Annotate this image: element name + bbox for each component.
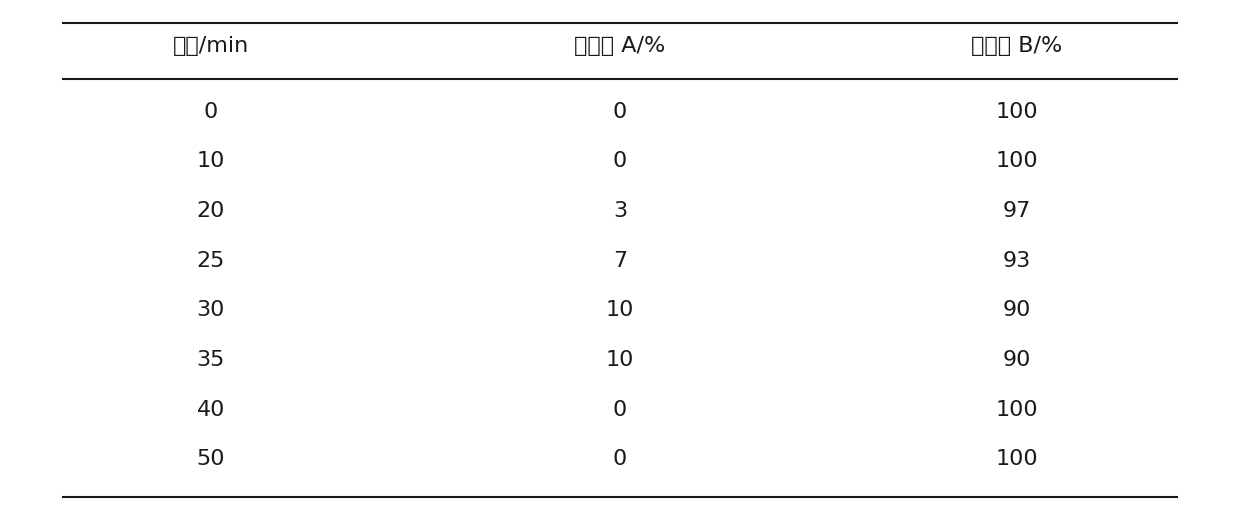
Text: 10: 10 [606, 350, 634, 370]
Text: 20: 20 [197, 201, 224, 221]
Text: 时间/min: 时间/min [172, 35, 249, 56]
Text: 25: 25 [197, 250, 224, 271]
Text: 0: 0 [613, 101, 627, 122]
Text: 100: 100 [996, 101, 1038, 122]
Text: 100: 100 [996, 400, 1038, 420]
Text: 90: 90 [1003, 350, 1030, 370]
Text: 10: 10 [197, 151, 224, 171]
Text: 40: 40 [197, 400, 224, 420]
Text: 90: 90 [1003, 300, 1030, 320]
Text: 0: 0 [613, 449, 627, 469]
Text: 50: 50 [197, 449, 224, 469]
Text: 35: 35 [197, 350, 224, 370]
Text: 100: 100 [996, 151, 1038, 171]
Text: 7: 7 [613, 250, 627, 271]
Text: 10: 10 [606, 300, 634, 320]
Text: 0: 0 [613, 400, 627, 420]
Text: 0: 0 [613, 151, 627, 171]
Text: 30: 30 [197, 300, 224, 320]
Text: 100: 100 [996, 449, 1038, 469]
Text: 97: 97 [1003, 201, 1030, 221]
Text: 流动相 B/%: 流动相 B/% [971, 35, 1063, 56]
Text: 3: 3 [613, 201, 627, 221]
Text: 流动相 A/%: 流动相 A/% [574, 35, 666, 56]
Text: 93: 93 [1003, 250, 1030, 271]
Text: 0: 0 [203, 101, 218, 122]
